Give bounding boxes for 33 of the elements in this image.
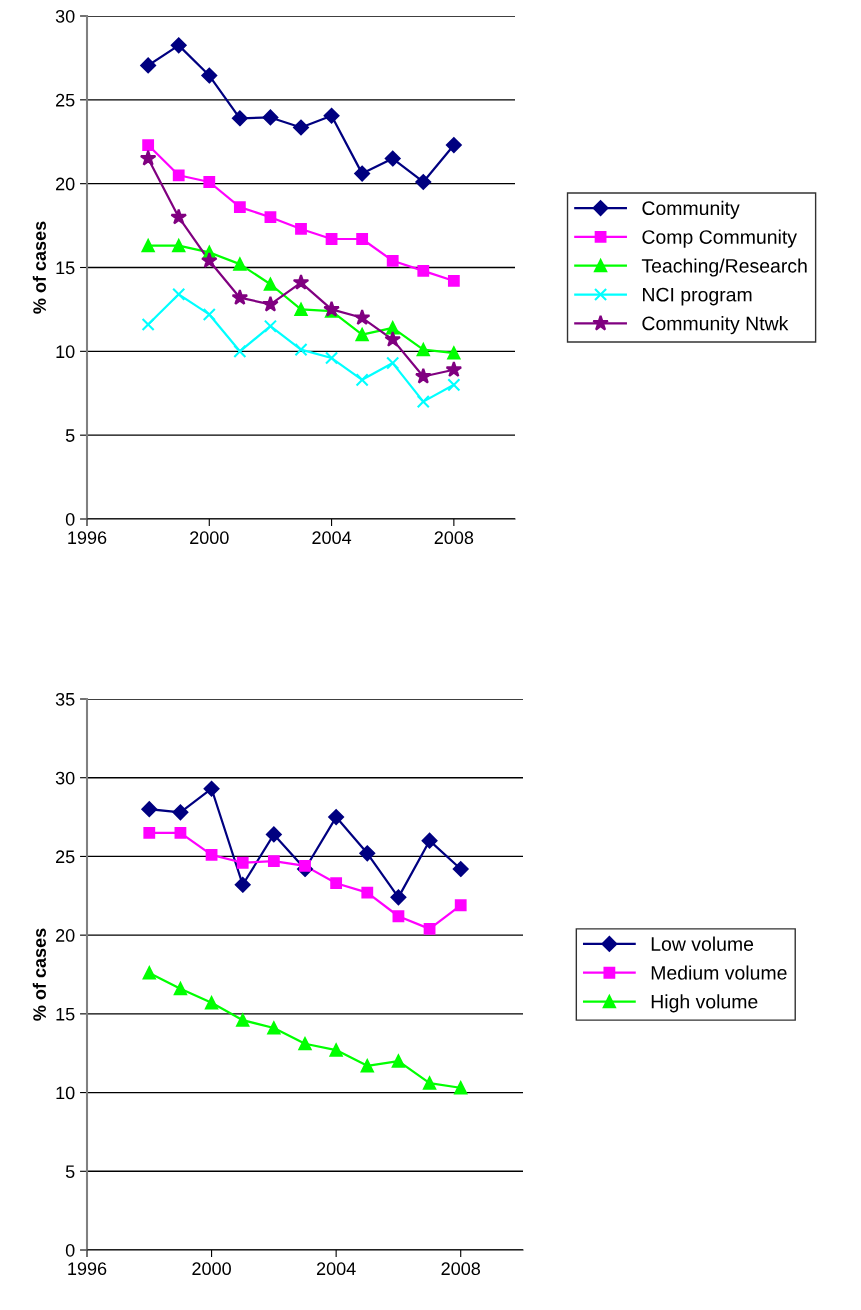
x-tick-label: 2000 (190, 531, 229, 545)
legend-label: NCI program (643, 287, 752, 306)
legend-label: Teaching/Research (641, 258, 807, 277)
x-tick-label: 1996 (68, 531, 107, 545)
y-tick-label: 30 (55, 771, 75, 785)
y-tick-label: 5 (65, 1165, 75, 1179)
y-tick-label: 5 (65, 429, 75, 442)
x-tick-label: 2008 (434, 531, 474, 545)
x-tick-label: 2008 (441, 1262, 481, 1276)
y-tick-label: 30 (55, 9, 75, 23)
legend-label: Comp Community (642, 229, 797, 248)
y-tick-label: 20 (56, 177, 75, 191)
legend-label: Medium volume (651, 965, 787, 980)
y-tick-label: 25 (56, 850, 75, 864)
y-tick-label: 25 (56, 93, 75, 107)
y-axis-title: % of cases (32, 221, 46, 314)
x-tick-label: 2004 (312, 531, 352, 545)
y-tick-label: 15 (56, 261, 75, 275)
x-tick-label: 2000 (192, 1262, 231, 1276)
legend-label: Low volume (651, 936, 754, 951)
y-tick-label: 35 (55, 692, 75, 706)
x-tick-label: 2004 (316, 1262, 356, 1276)
y-tick-label: 10 (56, 1086, 75, 1100)
y-tick-label: 20 (56, 929, 75, 942)
x-tick-label: 1996 (68, 1262, 107, 1276)
y-tick-label: 0 (65, 512, 75, 526)
y-tick-label: 15 (56, 1007, 75, 1021)
y-tick-label: 10 (56, 345, 75, 359)
legend-label: Community Ntwk (642, 316, 789, 335)
y-axis-title: % of cases (32, 928, 46, 1021)
legend-label: High volume (651, 994, 758, 1013)
legend-label: Community (642, 200, 740, 219)
y-tick-label: 0 (65, 1243, 75, 1257)
